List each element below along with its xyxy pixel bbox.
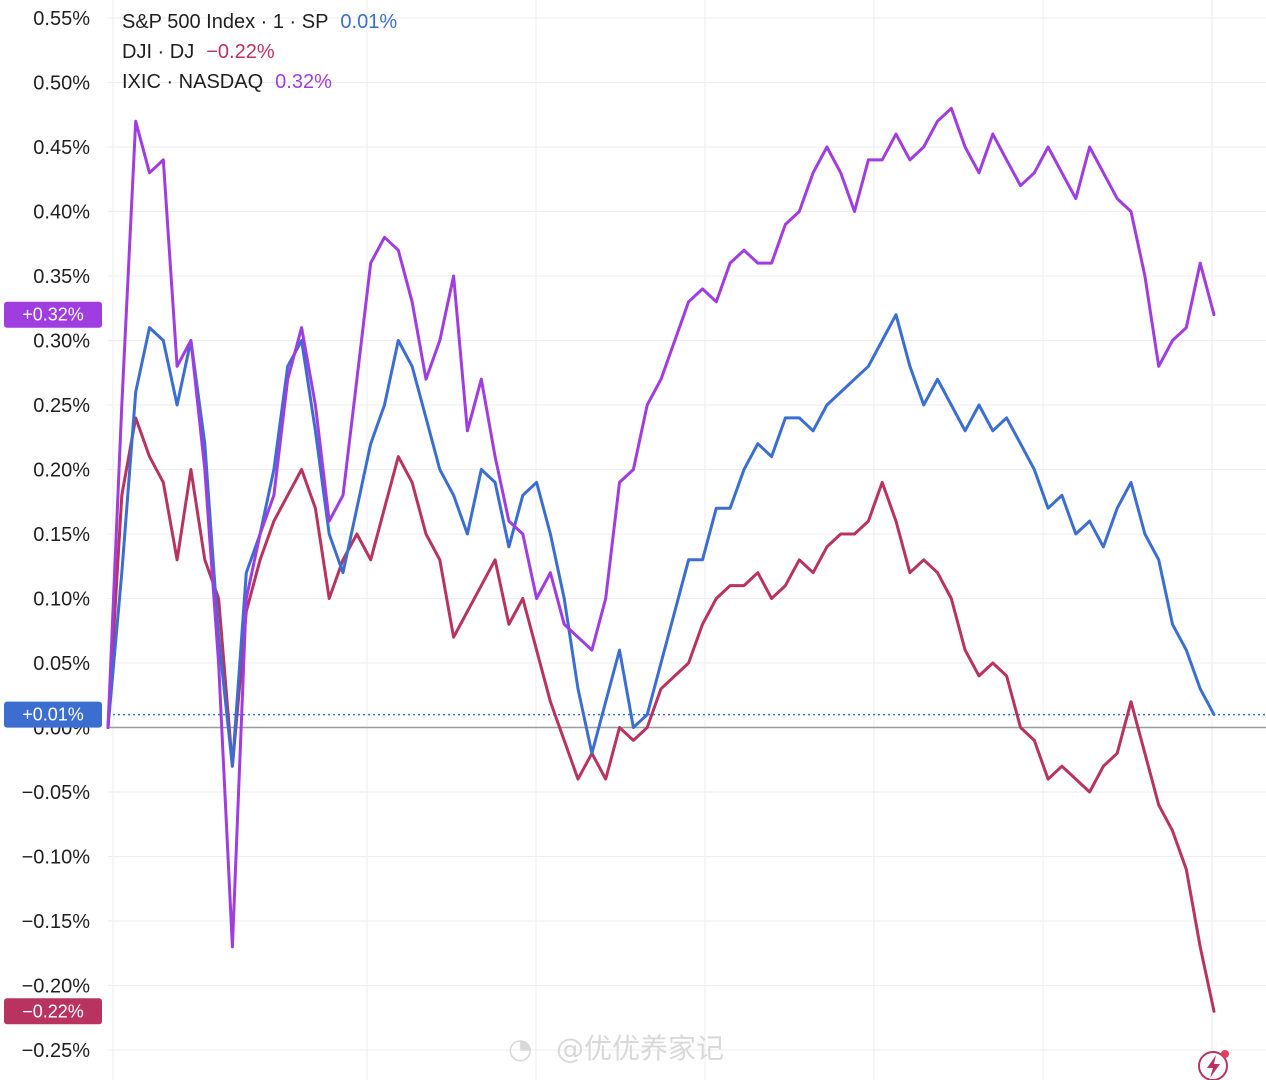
badge-sp-label: +0.01% bbox=[22, 705, 84, 725]
watermark: ◔ @优优养家记 bbox=[508, 1032, 724, 1065]
badge-ixic: +0.32% bbox=[4, 301, 102, 328]
y-tick-label: −0.20% bbox=[22, 976, 91, 998]
legend-value-ixic: 0.32% bbox=[275, 71, 332, 93]
y-tick-label: −0.25% bbox=[22, 1040, 91, 1062]
y-tick-label: −0.05% bbox=[22, 782, 91, 804]
y-tick-label: 0.20% bbox=[33, 460, 90, 482]
badge-ixic-label: +0.32% bbox=[22, 305, 84, 325]
series-line-dji bbox=[106, 416, 1216, 1013]
legend-value-sp: 0.01% bbox=[340, 11, 397, 33]
y-tick-label: 0.55% bbox=[33, 8, 90, 30]
y-tick-label: 0.15% bbox=[33, 524, 90, 546]
y-tick-label: 0.25% bbox=[33, 395, 90, 417]
watermark-weibo-logo: ◔ bbox=[508, 1032, 532, 1065]
y-tick-label: −0.10% bbox=[22, 847, 91, 869]
value-badges: +0.32% +0.01% −0.22% bbox=[4, 301, 102, 1025]
y-tick-label: 0.35% bbox=[33, 266, 90, 288]
y-tick-label: 0.40% bbox=[33, 202, 90, 224]
y-tick-label: 0.10% bbox=[33, 589, 90, 611]
y-tick-label: 0.45% bbox=[33, 137, 90, 159]
y-tick-label: 0.05% bbox=[33, 653, 90, 675]
legend: S&P 500 Index · 1 · SP 0.01% DJI · DJ −0.2… bbox=[122, 11, 397, 93]
lightning-logo-icon bbox=[1198, 1050, 1229, 1080]
legend-value-dji: −0.22% bbox=[206, 41, 275, 63]
badge-dji-label: −0.22% bbox=[22, 1001, 84, 1021]
y-tick-label: 0.50% bbox=[33, 73, 90, 95]
legend-name-dji: DJI · DJ −0.22% bbox=[122, 41, 275, 63]
series-lines bbox=[106, 106, 1216, 1013]
watermark-text: @优优养家记 bbox=[556, 1032, 724, 1065]
y-tick-label: 0.30% bbox=[33, 331, 90, 353]
y-tick-label: −0.15% bbox=[22, 911, 91, 933]
badge-dji: −0.22% bbox=[4, 998, 102, 1025]
series-line-ixic bbox=[106, 106, 1216, 949]
legend-name-ixic: IXIC · NASDAQ 0.32% bbox=[122, 71, 332, 93]
y-axis-ticks: 0.55% 0.50% 0.45% 0.40% 0.35% 0.30% 0.25% 0.20%… bbox=[22, 8, 91, 1062]
badge-sp: +0.01% bbox=[4, 701, 102, 728]
legend-name-sp: S&P 500 Index · 1 · SP 0.01% bbox=[122, 11, 397, 33]
